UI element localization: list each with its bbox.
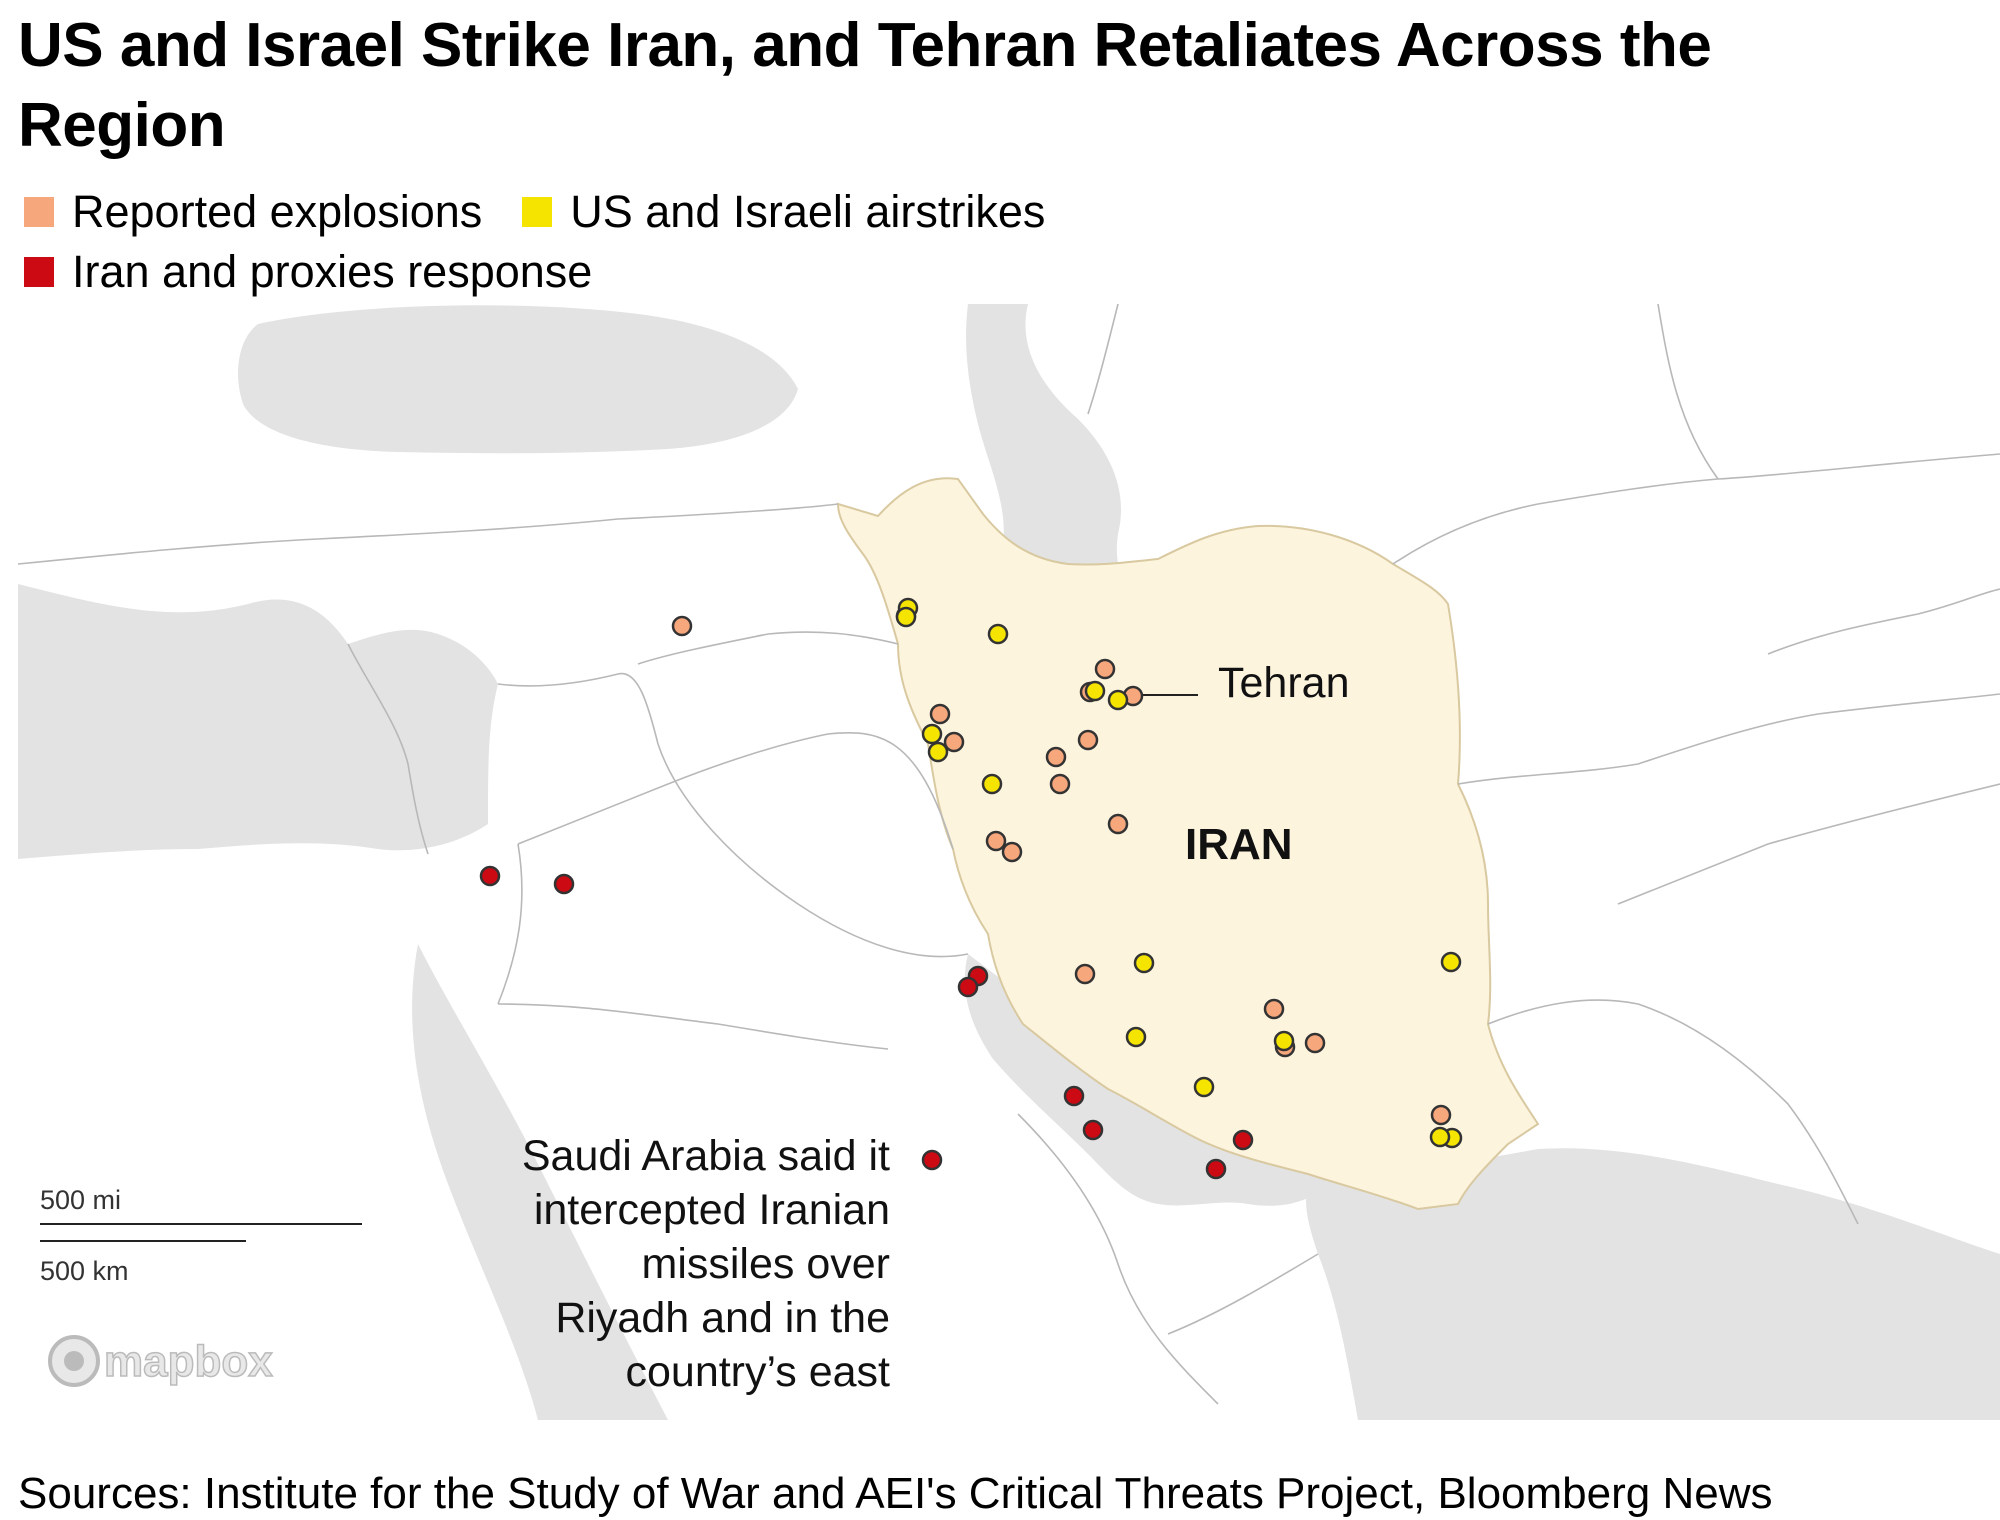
scale-label-mi: 500 mi xyxy=(40,1185,121,1215)
saudi-annotation: Saudi Arabia said it intercepted Iranian… xyxy=(522,1132,890,1396)
country-borders xyxy=(18,304,2000,1405)
legend-row-1: Reported explosions US and Israeli airst… xyxy=(24,182,1424,242)
legend-row-2: Iran and proxies response xyxy=(24,242,1424,302)
explosion-marker[interactable] xyxy=(1263,998,1285,1020)
legend-swatch-airstrikes xyxy=(522,197,553,227)
response-marker[interactable] xyxy=(921,1149,943,1171)
airstrike-marker[interactable] xyxy=(1084,680,1106,702)
source-note: Sources: Institute for the Study of War … xyxy=(18,1469,1773,1518)
iran-territory xyxy=(836,477,1540,1211)
airstrike-marker[interactable] xyxy=(1193,1076,1215,1098)
legend-label-response: Iran and proxies response xyxy=(72,246,593,297)
airstrike-marker[interactable] xyxy=(1133,952,1155,974)
legend-item-response: Iran and proxies response xyxy=(24,242,592,302)
legend-swatch-response xyxy=(24,257,54,287)
explosion-marker[interactable] xyxy=(1074,963,1096,985)
annotation-line: Riyadh and in the xyxy=(555,1294,890,1342)
mediterranean-sea xyxy=(18,584,498,859)
red-sea xyxy=(412,944,668,1420)
legend-label-explosions: Reported explosions xyxy=(72,186,483,237)
legend-swatch-explosions xyxy=(24,197,54,227)
markers xyxy=(479,597,1463,1180)
explosion-marker[interactable] xyxy=(943,731,965,753)
explosion-marker[interactable] xyxy=(671,615,693,637)
explosion-marker[interactable] xyxy=(1107,813,1129,835)
annotation-line: missiles over xyxy=(642,1240,891,1288)
explosion-marker[interactable] xyxy=(1001,841,1023,863)
gulf-of-oman-arabian-sea xyxy=(1306,1148,2000,1420)
legend-label-airstrikes: US and Israeli airstrikes xyxy=(570,186,1046,237)
mapbox-logo[interactable]: mapbox xyxy=(48,1335,274,1387)
explosion-marker[interactable] xyxy=(1430,1104,1452,1126)
mapbox-wordmark: mapbox xyxy=(104,1337,273,1386)
map[interactable]: 500 mi 500 km mapbox xyxy=(18,304,2000,1420)
response-marker[interactable] xyxy=(957,976,979,998)
explosion-marker[interactable] xyxy=(1094,658,1116,680)
chart-title: US and Israel Strike Iran, and Tehran Re… xyxy=(18,11,1712,160)
explosion-marker[interactable] xyxy=(1304,1032,1326,1054)
airstrike-marker[interactable] xyxy=(1107,689,1129,711)
legend-item-explosions: Reported explosions xyxy=(24,182,482,242)
airstrike-marker[interactable] xyxy=(921,723,943,745)
response-marker[interactable] xyxy=(1063,1085,1085,1107)
airstrike-marker[interactable] xyxy=(1429,1126,1451,1148)
legend: Reported explosions US and Israeli airst… xyxy=(24,182,1424,302)
airstrike-marker[interactable] xyxy=(895,606,917,628)
annotation-line: Saudi Arabia said it xyxy=(522,1132,890,1180)
legend-item-airstrikes: US and Israeli airstrikes xyxy=(522,182,1045,242)
country-label-iran: IRAN xyxy=(1185,820,1293,869)
airstrike-marker[interactable] xyxy=(987,623,1009,645)
airstrike-marker[interactable] xyxy=(1273,1030,1295,1052)
response-marker[interactable] xyxy=(1232,1129,1254,1151)
explosion-marker[interactable] xyxy=(929,703,951,725)
explosion-marker[interactable] xyxy=(1077,729,1099,751)
scale-label-km: 500 km xyxy=(40,1256,129,1286)
response-marker[interactable] xyxy=(1205,1158,1227,1180)
airstrike-marker[interactable] xyxy=(981,773,1003,795)
black-sea xyxy=(238,305,798,454)
annotation-line: country’s east xyxy=(625,1348,890,1396)
city-label-tehran: Tehran xyxy=(1218,659,1349,707)
response-marker[interactable] xyxy=(553,873,575,895)
annotation-line: intercepted Iranian xyxy=(534,1186,890,1234)
response-marker[interactable] xyxy=(1082,1119,1104,1141)
response-marker[interactable] xyxy=(479,865,501,887)
airstrike-marker[interactable] xyxy=(1125,1026,1147,1048)
mapbox-icon-dot xyxy=(64,1351,84,1371)
explosion-marker[interactable] xyxy=(1049,773,1071,795)
airstrike-marker[interactable] xyxy=(1440,951,1462,973)
explosion-marker[interactable] xyxy=(1045,746,1067,768)
scale-bar: 500 mi 500 km xyxy=(40,1185,362,1286)
airstrike-marker[interactable] xyxy=(927,741,949,763)
explosion-marker[interactable] xyxy=(985,830,1007,852)
